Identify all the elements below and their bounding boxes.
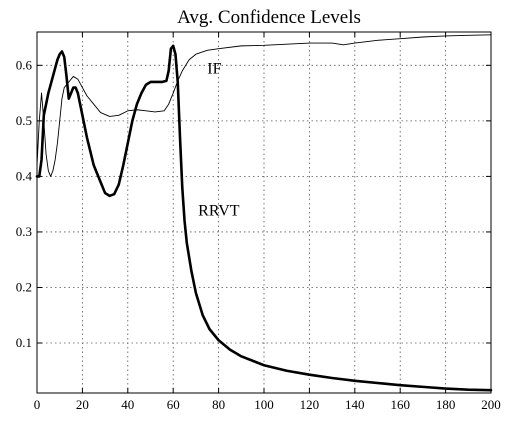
x-axis-tick-labels: 0 20 40 60 80 100 120 140 160 180 200 bbox=[34, 397, 501, 412]
axis-ticks bbox=[36, 32, 492, 393]
series-annotations: IF RRVT bbox=[198, 61, 240, 220]
y-axis-tick-labels: 0.1 0.2 0.3 0.4 0.5 0.6 bbox=[16, 57, 33, 350]
x-tick-label: 120 bbox=[300, 397, 320, 412]
x-tick-label: 80 bbox=[212, 397, 225, 412]
chart-title: Avg. Confidence Levels bbox=[177, 7, 361, 28]
x-tick-label: 100 bbox=[254, 397, 274, 412]
y-tick-label: 0.5 bbox=[16, 113, 32, 128]
y-tick-label: 0.1 bbox=[16, 335, 32, 350]
x-tick-label: 40 bbox=[121, 397, 134, 412]
y-tick-label: 0.4 bbox=[16, 168, 33, 183]
x-tick-label: 200 bbox=[481, 397, 501, 412]
series-line-rrvt bbox=[35, 44, 493, 392]
x-tick-label: 20 bbox=[76, 397, 89, 412]
x-tick-label: 160 bbox=[390, 397, 410, 412]
x-tick-label: 60 bbox=[167, 397, 180, 412]
y-tick-label: 0.6 bbox=[16, 57, 33, 72]
x-tick-label: 180 bbox=[436, 397, 456, 412]
series-label-if: IF bbox=[207, 61, 221, 78]
y-tick-label: 0.3 bbox=[16, 224, 32, 239]
series-line-if bbox=[36, 34, 492, 177]
y-tick-label: 0.2 bbox=[16, 279, 32, 294]
series-label-rrvt: RRVT bbox=[198, 202, 240, 219]
x-tick-label: 140 bbox=[345, 397, 365, 412]
x-tick-label: 0 bbox=[34, 397, 41, 412]
series-lines bbox=[35, 34, 493, 392]
grid-lines bbox=[37, 32, 491, 393]
